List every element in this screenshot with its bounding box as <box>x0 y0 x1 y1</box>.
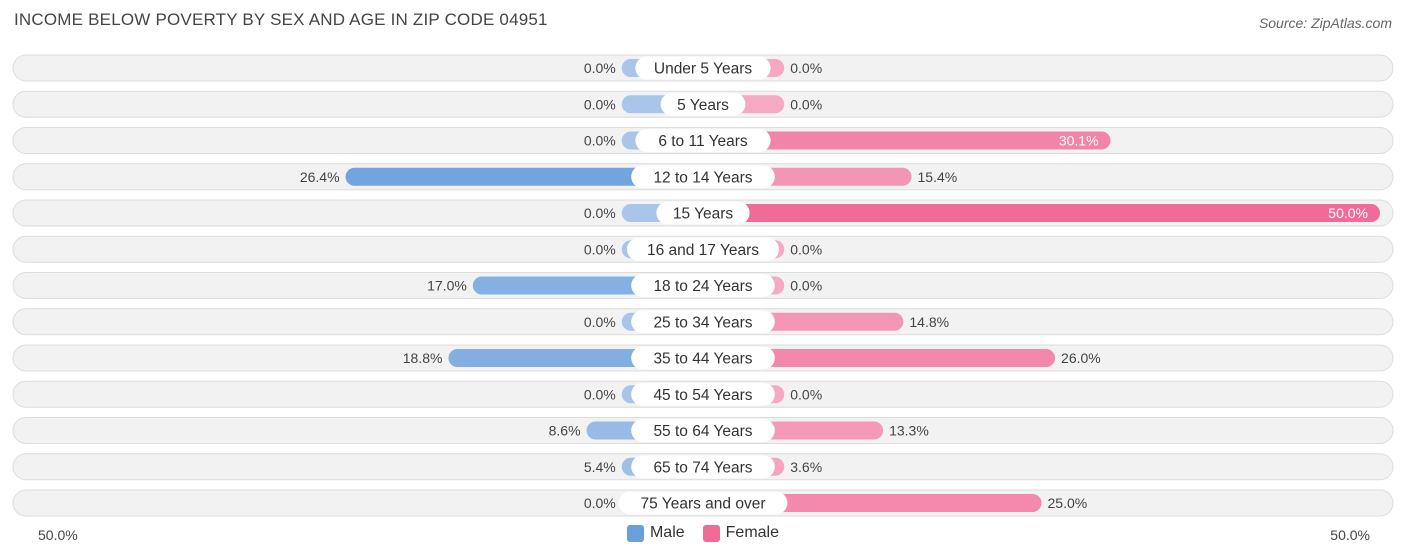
female-value-label: 26.0% <box>1061 350 1101 366</box>
legend: Male Female <box>0 524 1406 542</box>
female-swatch-icon <box>702 524 720 542</box>
axis-right-label: 50.0% <box>1330 527 1370 543</box>
category-pill <box>631 419 775 442</box>
female-value-label: 0.0% <box>790 60 822 76</box>
male-value-label: 5.4% <box>584 459 616 475</box>
category-pill <box>631 165 775 189</box>
category-pill <box>635 129 771 152</box>
category-pill <box>631 382 775 406</box>
category-label: 18 to 24 Years <box>653 278 752 295</box>
female-value-label: 50.0% <box>1328 205 1368 221</box>
axis-left-label: 50.0% <box>38 527 78 543</box>
male-bar <box>345 167 703 186</box>
female-bar <box>703 204 1380 222</box>
male-value-label: 0.0% <box>584 133 616 149</box>
legend-item-female: Female <box>702 524 780 542</box>
chart-area: 0.0% 0.0% Under 5 Years 0.0% 0.0% 5 Years 0.0%… <box>12 54 1394 517</box>
male-value-label: 0.0% <box>584 314 616 330</box>
male-value-label: 0.0% <box>584 60 616 76</box>
male-value-label: 0.0% <box>584 241 616 257</box>
female-value-label: 13.3% <box>889 423 929 439</box>
category-pill <box>631 455 775 479</box>
male-value-label: 18.8% <box>403 350 443 366</box>
female-bar <box>703 494 1042 512</box>
male-value-label: 17.0% <box>427 278 467 294</box>
legend-label-female: Female <box>725 524 780 541</box>
category-pill <box>631 346 775 370</box>
category-pill <box>635 56 771 80</box>
category-label: 25 to 34 Years <box>653 314 752 331</box>
male-value-label: 0.0% <box>584 96 616 112</box>
category-label: 65 to 74 Years <box>653 459 752 476</box>
category-label: 55 to 64 Years <box>653 423 752 440</box>
female-value-label: 0.0% <box>790 241 822 257</box>
category-pill <box>618 491 788 515</box>
category-pill <box>627 237 779 261</box>
female-value-label: 0.0% <box>790 96 822 112</box>
female-value-label: 30.1% <box>1059 133 1099 149</box>
category-label: Under 5 Years <box>654 61 752 78</box>
female-bar <box>703 131 1111 150</box>
male-value-label: 0.0% <box>584 495 616 511</box>
male-value-label: 26.4% <box>300 169 340 185</box>
female-value-label: 14.8% <box>909 314 949 330</box>
category-label: 12 to 14 Years <box>653 169 752 186</box>
category-label: 15 Years <box>673 206 734 223</box>
category-label: 16 and 17 Years <box>647 242 759 259</box>
category-label: 45 to 54 Years <box>653 387 752 404</box>
category-label: 5 Years <box>677 97 729 114</box>
male-swatch-icon <box>626 524 644 542</box>
male-value-label: 8.6% <box>549 423 581 439</box>
category-label: 75 Years and over <box>641 496 766 513</box>
source-label: Source: ZipAtlas.com <box>1258 15 1392 31</box>
category-pill <box>631 310 775 334</box>
female-bar <box>703 349 1056 367</box>
category-pill <box>660 92 746 116</box>
category-label: 6 to 11 Years <box>658 133 748 150</box>
legend-label-male: Male <box>649 524 685 541</box>
legend-item-male: Male <box>626 524 685 542</box>
female-value-label: 0.0% <box>790 278 822 294</box>
female-value-label: 0.0% <box>790 386 822 402</box>
female-value-label: 25.0% <box>1048 495 1088 511</box>
category-label: 35 to 44 Years <box>653 351 752 368</box>
category-pill <box>656 201 750 225</box>
male-value-label: 0.0% <box>584 386 616 402</box>
chart-title: INCOME BELOW POVERTY BY SEX AND AGE IN Z… <box>14 10 548 29</box>
female-value-label: 3.6% <box>790 459 822 475</box>
male-value-label: 0.0% <box>584 205 616 221</box>
female-value-label: 15.4% <box>918 169 958 185</box>
category-pill <box>631 274 775 297</box>
